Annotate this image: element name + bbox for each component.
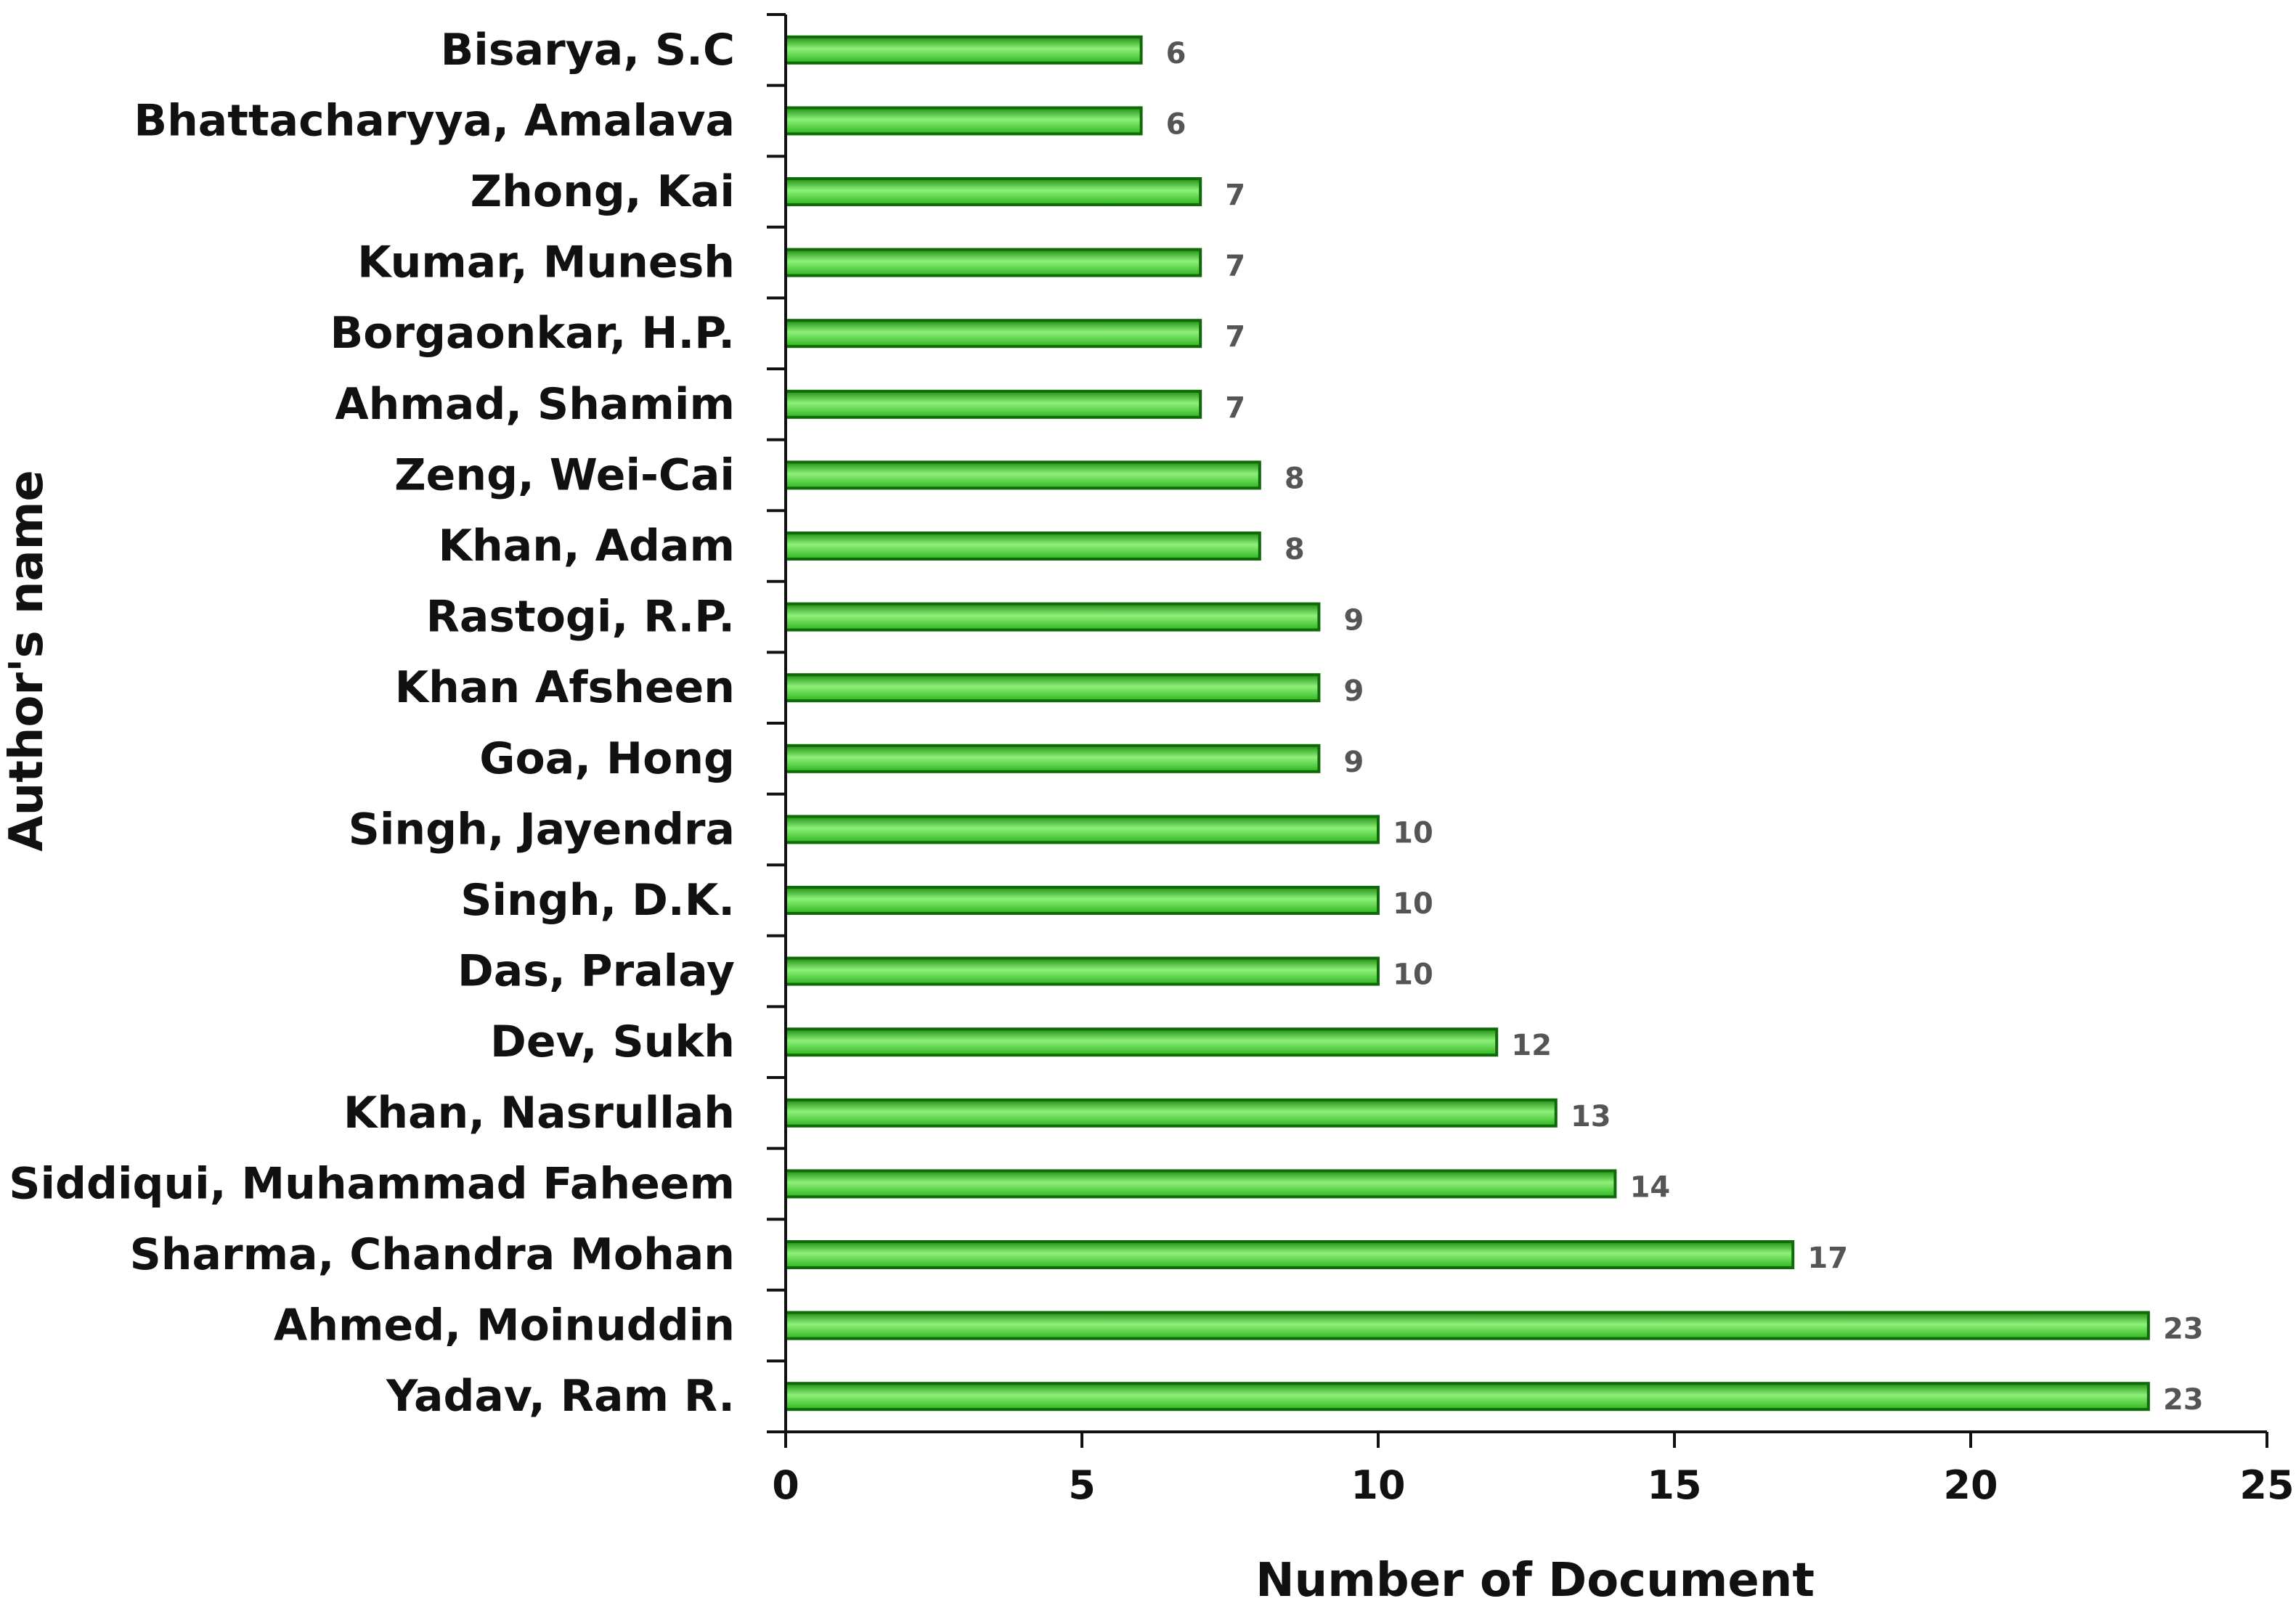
x-tick-label: 10 (1351, 1462, 1405, 1508)
category-label: Goa, Hong (479, 733, 735, 784)
category-label: Zeng, Wei-Cai (394, 449, 735, 500)
value-label: 8 (1285, 462, 1305, 495)
value-label: 23 (2163, 1313, 2204, 1346)
value-label: 13 (1571, 1100, 1611, 1133)
category-label: Rastogi, R.P. (426, 592, 735, 643)
bar (784, 389, 1202, 419)
category-label: Yadav, Ram R. (386, 1371, 735, 1422)
category-label: Khan, Adam (439, 521, 736, 571)
x-axis-title: Number of Document (1255, 1554, 1815, 1608)
bar (784, 1311, 2150, 1340)
category-label: Ahmad, Shamim (335, 379, 735, 430)
x-tick-label: 0 (772, 1462, 799, 1508)
bar (784, 531, 1261, 561)
category-label: Dev, Sukh (490, 1017, 735, 1067)
category-label: Borgaonkar, H.P. (330, 308, 735, 359)
category-label: Siddiqui, Muhammad Faheem (9, 1158, 735, 1209)
category-label: Khan Afsheen (395, 662, 735, 713)
bar (784, 35, 1143, 65)
bar (784, 673, 1321, 703)
bar (784, 319, 1202, 349)
value-label: 14 (1630, 1170, 1671, 1204)
labels-layer: Yadav, Ram R. 23 Ahmed, Moinuddin 23 Sharma,… (9, 25, 2294, 1508)
category-label: Singh, D.K. (460, 875, 735, 926)
x-tick-label: 25 (2239, 1462, 2294, 1508)
value-label: 9 (1343, 746, 1364, 779)
bars-layer (784, 35, 2150, 1412)
category-label: Ahmed, Moinuddin (274, 1300, 735, 1351)
bar (784, 248, 1202, 277)
value-label: 6 (1166, 37, 1186, 70)
bar (784, 1382, 2150, 1412)
category-label: Sharma, Chandra Mohan (130, 1229, 735, 1280)
category-label: Kumar, Munesh (357, 237, 735, 288)
bar (784, 1098, 1558, 1128)
value-label: 12 (1511, 1029, 1552, 1062)
y-axis-title: Author's name (0, 470, 54, 852)
category-label: Singh, Jayendra (349, 804, 735, 855)
axes-layer (767, 13, 2268, 1448)
bar (784, 106, 1143, 136)
bar (784, 460, 1261, 490)
value-label: 7 (1225, 179, 1245, 212)
bar (784, 602, 1321, 632)
value-label: 10 (1393, 958, 1433, 992)
value-label: 10 (1393, 887, 1433, 921)
value-label: 7 (1225, 320, 1245, 354)
value-label: 8 (1285, 533, 1305, 566)
category-label: Das, Pralay (457, 946, 735, 997)
bar (784, 956, 1380, 986)
bar (784, 177, 1202, 206)
x-tick-label: 5 (1068, 1462, 1096, 1508)
value-label: 7 (1225, 250, 1245, 283)
bar (784, 744, 1321, 773)
bar (784, 1169, 1617, 1199)
category-label: Zhong, Kai (471, 166, 735, 217)
bar (784, 1027, 1499, 1057)
x-tick-label: 15 (1647, 1462, 1701, 1508)
category-label: Bisarya, S.C (441, 25, 735, 76)
category-label: Khan, Nasrullah (343, 1088, 735, 1139)
value-label: 6 (1166, 107, 1186, 141)
value-label: 9 (1343, 675, 1364, 708)
value-label: 23 (2163, 1383, 2204, 1417)
value-label: 17 (1807, 1242, 1848, 1275)
category-label: Bhattacharyya, Amalava (134, 95, 735, 146)
bar (784, 815, 1380, 844)
bar (784, 1240, 1795, 1269)
value-label: 9 (1343, 604, 1364, 638)
value-label: 10 (1393, 816, 1433, 850)
value-label: 7 (1225, 391, 1245, 425)
bar (784, 886, 1380, 915)
x-tick-label: 20 (1943, 1462, 1998, 1508)
